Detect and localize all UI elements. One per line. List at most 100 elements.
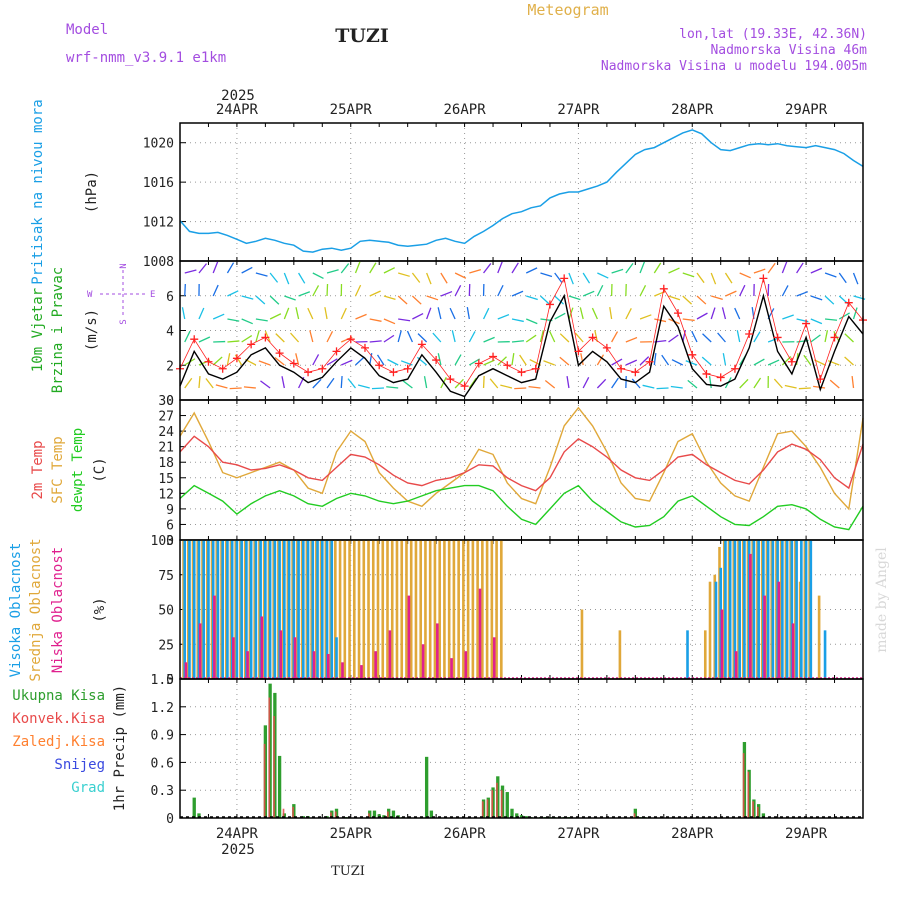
cloud-bar-mid bbox=[433, 540, 437, 679]
wind-arrow bbox=[609, 307, 613, 320]
wind-arrow bbox=[500, 384, 513, 389]
wind-arrow bbox=[525, 267, 538, 274]
cloud-bar-high bbox=[283, 540, 286, 679]
cloud-bar-mid bbox=[405, 540, 408, 679]
precip-total-bar bbox=[372, 810, 377, 818]
wind-arrow bbox=[511, 262, 519, 274]
wind-arrow bbox=[554, 272, 563, 283]
wind-arrow bbox=[326, 269, 339, 274]
cloud-bar-mid bbox=[334, 540, 337, 679]
wind-arrow bbox=[739, 284, 746, 297]
cloud-bar-mid bbox=[343, 540, 347, 679]
wind-arrow bbox=[671, 359, 684, 366]
wind-arrow bbox=[212, 313, 225, 320]
wind-arrow bbox=[798, 387, 811, 390]
panel-clouds: 0 25 50 75 100 bbox=[151, 534, 864, 688]
wind-arrow bbox=[355, 356, 365, 366]
wind-arrow bbox=[440, 272, 448, 284]
precip-total-bar bbox=[515, 813, 519, 818]
cloud-bar-low bbox=[734, 651, 738, 679]
wind-arrow bbox=[260, 380, 271, 389]
wind-arrow bbox=[398, 272, 410, 277]
wind-arrow bbox=[212, 284, 219, 297]
compass-n: N bbox=[119, 263, 129, 268]
cloud-bar-low bbox=[279, 630, 283, 679]
top-year-label: 2025 bbox=[221, 88, 255, 104]
wind-arrow bbox=[810, 334, 821, 343]
cloud-bar-mid bbox=[500, 540, 503, 679]
y-tick-label: 4 bbox=[166, 325, 174, 340]
precip-legend-item: Konvek.Kisa bbox=[12, 711, 105, 727]
model-altitude-label: Nadmorska Visina u modelu 194.005m bbox=[601, 59, 867, 74]
wind-arrow bbox=[824, 295, 835, 305]
cloud-bar-low bbox=[184, 662, 188, 679]
precip-total-bar bbox=[510, 808, 514, 818]
wind-arrow bbox=[656, 387, 669, 390]
precip-conv-bar bbox=[268, 697, 271, 818]
wind-arrow bbox=[710, 272, 717, 285]
wind-arrow bbox=[554, 312, 566, 320]
cloud-bar-high bbox=[264, 540, 267, 679]
cloud-bar-low bbox=[763, 595, 766, 679]
cloud-bar-high bbox=[686, 630, 689, 679]
wind-arrow bbox=[397, 295, 408, 305]
cloud-bar-high bbox=[771, 540, 775, 679]
wind-arrow bbox=[497, 284, 504, 297]
precip-conv-bar bbox=[756, 806, 759, 818]
wind-arrow bbox=[582, 290, 595, 297]
cloud-bar-low bbox=[478, 588, 482, 679]
panel-pressure: 1008 1012 1016 1020 bbox=[143, 123, 864, 270]
wind-arrow bbox=[781, 261, 788, 274]
wind-arrow bbox=[198, 263, 207, 274]
cloud-bar-low bbox=[720, 609, 724, 679]
wind-arrow bbox=[255, 272, 268, 277]
wind-arrow bbox=[412, 312, 424, 320]
cloud-bar-high bbox=[809, 540, 813, 679]
wind-arrow bbox=[482, 375, 485, 389]
y-tick-label: 3 bbox=[166, 534, 174, 549]
cloud-bar-mid bbox=[495, 540, 498, 679]
wind-arrow bbox=[824, 330, 829, 343]
y-tick-label: 12 bbox=[158, 487, 174, 502]
precip-total-bar bbox=[391, 810, 396, 818]
wind-arrow bbox=[526, 295, 538, 301]
wind-arrow bbox=[625, 336, 638, 343]
wind-arrow bbox=[784, 384, 797, 389]
wind-arrow bbox=[851, 376, 855, 389]
wind-arrow bbox=[241, 295, 254, 300]
cloud-bar-high bbox=[245, 540, 248, 679]
bottom-day-labels: 24APR 25APR 26APR 27APR 28APR 29APR bbox=[216, 826, 828, 842]
wind-arrow bbox=[639, 314, 652, 320]
cloud-bar-low bbox=[777, 581, 781, 679]
panel-precip: 0 0.3 0.6 0.9 1.2 1.5 bbox=[151, 673, 864, 827]
wind-arrow bbox=[184, 283, 186, 297]
precip-conv-bar bbox=[273, 716, 275, 818]
wind-arrow bbox=[852, 307, 858, 320]
wind-arrow bbox=[796, 262, 804, 274]
wind-arrow bbox=[722, 353, 727, 366]
wind-arrow bbox=[469, 268, 482, 274]
y-tick-label: 18 bbox=[158, 456, 174, 471]
y-tick-label: 0 bbox=[166, 812, 174, 827]
precip-total-bar bbox=[377, 814, 381, 818]
wind-arrow bbox=[383, 267, 395, 274]
bottom-day-label: 26APR bbox=[444, 826, 487, 842]
wind-arrow bbox=[529, 359, 541, 366]
wind-arrow bbox=[696, 312, 708, 320]
wind-arrow bbox=[653, 262, 662, 274]
cloud-bar-high bbox=[226, 540, 229, 679]
wind-arrow bbox=[371, 387, 384, 390]
wind-speed-line bbox=[179, 293, 864, 398]
wind-arrow bbox=[739, 272, 751, 279]
wind-arrow bbox=[241, 334, 253, 343]
wind-arrow bbox=[625, 262, 634, 274]
cloud-bar-high bbox=[192, 540, 196, 679]
panel-border bbox=[179, 678, 864, 819]
compass-e: E bbox=[150, 290, 155, 300]
cloud-bar-high bbox=[766, 540, 770, 679]
wind-arrow bbox=[653, 353, 657, 366]
precip-legend-item: Grad bbox=[71, 780, 105, 796]
wind-arrow bbox=[734, 307, 741, 320]
pressure-unit: (hPa) bbox=[84, 171, 100, 213]
wind-arrow bbox=[398, 318, 411, 322]
